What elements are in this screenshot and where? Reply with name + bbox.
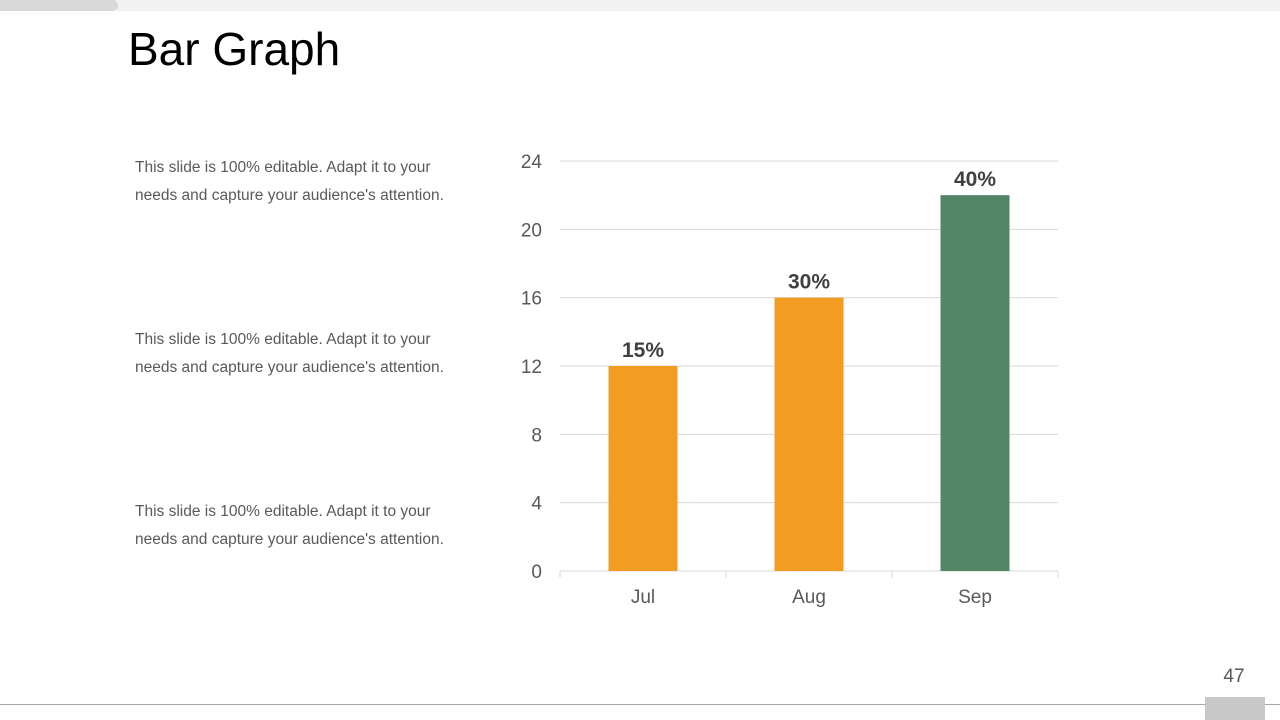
page-number: 47 [1223,666,1245,687]
x-tick-label: Aug [792,587,826,608]
footer-line [0,704,1280,705]
y-tick-label: 0 [531,562,542,583]
y-tick-label: 4 [531,494,542,515]
y-tick-label: 20 [521,220,542,241]
slide-title: Bar Graph [128,23,341,75]
y-tick-label: 8 [531,425,542,446]
x-tick-label: Sep [958,587,992,608]
data-label: 15% [622,339,664,362]
bar [940,195,1010,571]
top-accent-bar [0,0,118,11]
data-label: 30% [788,271,830,294]
y-tick-label: 16 [521,289,542,310]
bar [608,366,678,571]
data-label: 40% [954,168,996,191]
description-text-1: This slide is 100% editable. Adapt it to… [135,159,444,204]
y-tick-label: 12 [521,357,542,378]
y-tick-label: 24 [521,152,543,173]
top-bar [0,0,1280,11]
description-text-3: This slide is 100% editable. Adapt it to… [135,503,444,548]
description-text-2: This slide is 100% editable. Adapt it to… [135,331,444,376]
page-number-tab [1205,697,1265,720]
x-tick-label: Jul [631,587,655,608]
bar [774,297,844,571]
